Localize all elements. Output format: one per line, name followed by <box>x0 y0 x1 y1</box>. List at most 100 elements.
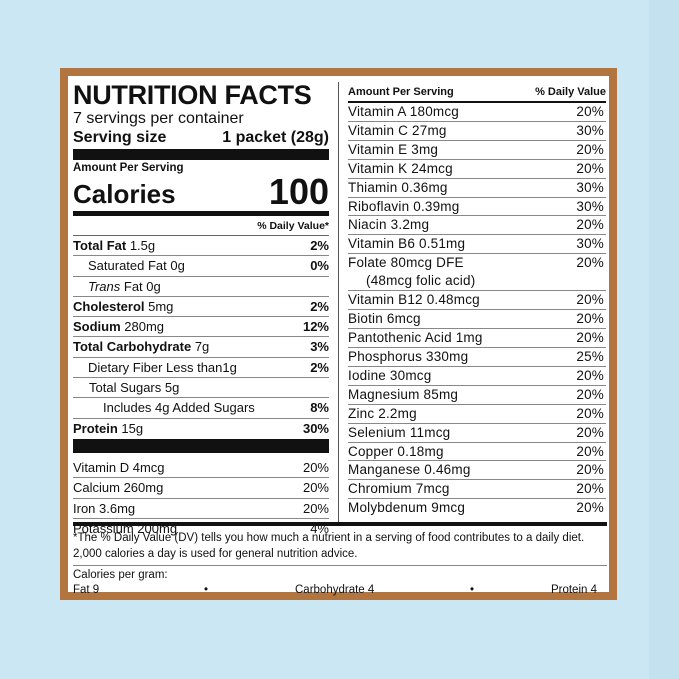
nutrient-dv: 2% <box>310 238 329 253</box>
nutrient-dv: 8% <box>310 400 329 416</box>
vitamin-dv: 25% <box>576 348 604 364</box>
vitamin-dv: 20% <box>576 160 604 176</box>
vitamin-dv: 20% <box>576 481 604 497</box>
nutrient-row-protein: Protein 15g 30% <box>73 419 329 438</box>
column-divider <box>338 82 339 524</box>
vitamin-dv: 20% <box>576 104 604 119</box>
calories-label: Calories <box>73 179 176 209</box>
nutrient-amount: 15g <box>117 420 144 436</box>
serving-size-row: Serving size 1 packet (28g) <box>73 128 329 147</box>
vitamin-name: Thiamin 0.36mg <box>348 179 448 195</box>
vitamin-dv: 20% <box>576 386 604 402</box>
nutrient-row-sodium: Sodium 280mg 12% <box>73 317 329 338</box>
vitamin-row: Copper 0.18mg 20% <box>348 443 606 462</box>
calories-row: Calories 100 <box>73 174 329 210</box>
nutrient-amount: 1.5g <box>126 238 156 253</box>
vitamin-row: Manganese 0.46mg 20% <box>348 461 606 481</box>
vitamin-dv: 30% <box>576 236 604 252</box>
vitamin-row: Niacin 3.2mg 20% <box>348 216 606 236</box>
vitamin-row: Iodine 30mcg 20% <box>348 367 606 386</box>
vitamin-name: Vitamin A 180mcg <box>348 104 460 119</box>
vitamin-dv: 20% <box>302 500 329 516</box>
vitamin-row: Vitamin B6 0.51mg 30% <box>348 235 606 255</box>
vitamin-dv: 20% <box>576 217 604 233</box>
nutrient-row-dietary-fiber: Dietary Fiber Less than1g 2% <box>73 358 329 379</box>
right-header-daily-value: % Daily Value <box>535 86 606 98</box>
vitamin-name: Vitamin D 4mcg <box>73 459 165 475</box>
vitamin-name: Iodine 30mcg <box>348 367 432 383</box>
vitamin-row: Pantothenic Acid 1mg 20% <box>348 329 606 348</box>
footnote-separator <box>73 565 607 566</box>
right-vitamin-list-2: Vitamin B12 0.48mcg 20% Biotin 6mcg 20% Pant… <box>348 291 606 517</box>
nutrient-amount: 280mg <box>120 319 165 335</box>
vitamin-dv: 20% <box>576 405 604 421</box>
nutrition-title: NUTRITION FACTS <box>73 80 312 110</box>
vitamin-name: Vitamin E 3mg <box>348 141 439 157</box>
vitamin-row: Vitamin K 24mcg 20% <box>348 160 606 179</box>
vitamin-dv: 20% <box>576 255 604 271</box>
nutrient-name: Dietary Fiber Less than1g <box>88 359 237 375</box>
vitamin-dv: 20% <box>576 292 604 308</box>
vitamin-row: Vitamin B12 0.48mcg 20% <box>348 291 606 311</box>
nutrient-row-total-sugars: Total Sugars 5g <box>73 378 329 399</box>
vitamin-row: Biotin 6mcg 20% <box>348 310 606 330</box>
heavy-divider <box>73 438 329 453</box>
vitamin-name: Copper 0.18mg <box>348 443 444 459</box>
nutrient-dv: 30% <box>302 420 329 436</box>
medium-divider <box>73 211 329 216</box>
nutrient-name: Total Sugars 5g <box>89 380 180 396</box>
nutrient-row-total-fat: Total Fat 1.5g 2% <box>73 236 329 257</box>
vitamin-name: Manganese 0.46mg <box>348 462 471 478</box>
nutrient-name: Cholesterol <box>73 298 145 314</box>
vitamin-name: Calcium 260mg <box>73 480 164 496</box>
vitamin-row-folate: Folate 80mcg DFE (48mcg folic acid) 20% <box>348 254 606 292</box>
nutrient-name: Total Fat <box>73 238 127 253</box>
nutrient-name: Total Carbohydrate <box>73 339 192 355</box>
servings-per-container: 7 servings per container <box>73 110 244 127</box>
nutrient-amount: 5mg <box>144 298 174 314</box>
vitamin-name: Chromium 7mcg <box>348 481 450 497</box>
vitamin-name: Selenium 11mcg <box>348 424 451 440</box>
nutrient-row-cholesterol: Cholesterol 5mg 2% <box>73 297 329 318</box>
folate-line-2: (48mcg folic acid) <box>366 273 476 289</box>
nutrient-name: Saturated Fat 0g <box>88 258 185 274</box>
background-shade <box>649 0 679 679</box>
vitamin-row: Vitamin C 27mg 30% <box>348 122 606 141</box>
vitamin-row: Phosphorus 330mg 25% <box>348 348 606 367</box>
vitamin-name: Pantothenic Acid 1mg <box>348 330 483 346</box>
nutrition-left-column: NUTRITION FACTS 7 servings per container… <box>73 80 329 538</box>
nutrient-dv: 3% <box>310 339 329 355</box>
vitamin-dv: 20% <box>302 480 329 496</box>
nutrient-row-trans-fat: Trans Fat 0g <box>73 277 329 297</box>
vitamin-name: Vitamin C 27mg <box>348 122 447 138</box>
bullet-separator: • <box>470 584 475 596</box>
vitamin-dv: 20% <box>302 459 329 475</box>
label-frame: NUTRITION FACTS 7 servings per container… <box>60 68 617 600</box>
vitamin-dv: 20% <box>576 443 604 459</box>
vitamin-name: Iron 3.6mg <box>73 500 136 516</box>
nutrient-amount: 7g <box>191 339 210 355</box>
cpg-carbohydrate: Carbohydrate 4 <box>295 584 375 596</box>
amount-per-serving-label: Amount Per Serving <box>73 162 184 174</box>
calories-per-gram-label: Calories per gram: <box>73 569 168 581</box>
daily-value-header: % Daily Value* <box>73 219 329 236</box>
nutrition-label: NUTRITION FACTS 7 servings per container… <box>68 76 609 596</box>
nutrient-dv: 0% <box>310 258 329 274</box>
vitamin-name: Vitamin K 24mcg <box>348 160 453 176</box>
serving-size-value: 1 packet (28g) <box>222 129 329 146</box>
nutrient-name: Includes 4g Added Sugars <box>103 400 255 416</box>
nutrient-row-saturated-fat: Saturated Fat 0g 0% <box>73 256 329 277</box>
right-vitamin-list-1: Vitamin A 180mcg 20% Vitamin C 27mg 30% Vita… <box>348 103 606 255</box>
vitamin-row: Magnesium 85mg 20% <box>348 386 606 405</box>
vitamin-row-iron: Iron 3.6mg 20% <box>73 499 329 519</box>
vitamin-name: Biotin 6mcg <box>348 311 421 327</box>
vitamin-dv: 20% <box>576 424 604 440</box>
nutrient-amount: Fat 0g <box>120 278 161 294</box>
vitamin-row: Riboflavin 0.39mg 30% <box>348 198 606 217</box>
vitamin-row-vitamin-d: Vitamin D 4mcg 20% <box>73 458 329 479</box>
vitamin-name: Zinc 2.2mg <box>348 405 417 421</box>
vitamin-dv: 20% <box>576 462 604 478</box>
footnote-divider <box>73 522 607 526</box>
vitamin-dv: 30% <box>576 179 604 195</box>
vitamin-name: Phosphorus 330mg <box>348 348 469 364</box>
